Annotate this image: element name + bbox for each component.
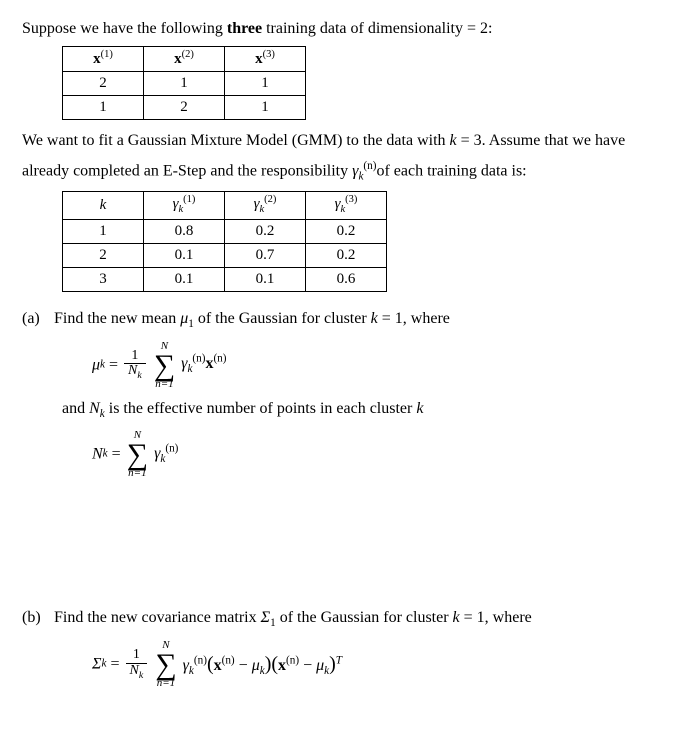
fraction: 1 Nk <box>124 349 146 382</box>
formula-mu: μk = 1 Nk N ∑ n=1 γk(n)x(n) <box>92 341 665 390</box>
formula-sigma: Σk = 1 Nk N ∑ n=1 γk(n)(x(n) − μk)(x(n) … <box>92 640 665 689</box>
formula-N: Nk = N ∑ n=1 γk(n) <box>92 430 665 479</box>
intro-bold: three <box>227 20 262 37</box>
table-row: x(1) x(2) x(3) <box>63 47 306 72</box>
intro-pre: Suppose we have the following <box>22 20 227 37</box>
qb-label: (b) <box>22 607 50 629</box>
responsibility-table: k γk(1) γk(2) γk(3) 10.80.20.2 20.10.70.… <box>62 191 387 292</box>
and-line: and Nk is the effective number of points… <box>62 398 665 423</box>
intro-post: training data of dimensionality = 2: <box>262 20 492 37</box>
table-row: 10.80.20.2 <box>63 219 387 243</box>
summation: N ∑ n=1 <box>155 640 176 689</box>
fraction: 1 Nk <box>126 648 148 681</box>
para2-line2: already completed an E-Step and the resp… <box>22 159 665 185</box>
summation: N ∑ n=1 <box>154 341 175 390</box>
table-row: 2 1 1 <box>63 72 306 96</box>
table-row: 20.10.70.2 <box>63 243 387 267</box>
question-a: (a) Find the new mean μ1 of the Gaussian… <box>22 308 665 333</box>
table-row: k γk(1) γk(2) γk(3) <box>63 191 387 219</box>
table-row: 1 2 1 <box>63 96 306 120</box>
para2-line1: We want to fit a Gaussian Mixture Model … <box>22 130 665 152</box>
table-row: 30.10.10.6 <box>63 267 387 291</box>
summation: N ∑ n=1 <box>127 430 148 479</box>
training-data-table: x(1) x(2) x(3) 2 1 1 1 2 1 <box>62 46 306 120</box>
intro-line: Suppose we have the following three trai… <box>22 18 665 40</box>
question-b: (b) Find the new covariance matrix Σ1 of… <box>22 607 665 632</box>
qa-label: (a) <box>22 308 50 330</box>
